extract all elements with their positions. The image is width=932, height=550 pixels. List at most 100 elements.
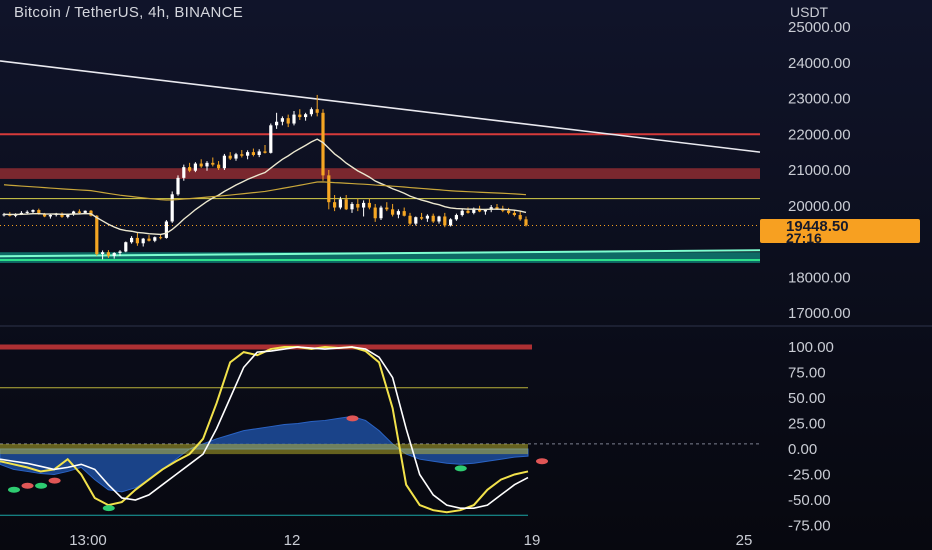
candle-body (188, 167, 192, 171)
candle-body (141, 238, 145, 244)
candle-body (147, 238, 151, 241)
candle-body (106, 252, 110, 256)
candle-body (373, 207, 377, 219)
long-ma-line (3, 181, 527, 201)
candle-body (362, 202, 366, 208)
candle-body (164, 221, 168, 238)
candle-body (507, 210, 511, 213)
candle-body (176, 177, 180, 195)
bar-countdown: 27:16 (786, 230, 822, 246)
price-tick-label: 23000.00 (788, 91, 851, 108)
candle-body (135, 237, 139, 244)
candle-body (379, 207, 383, 219)
candle-body (95, 215, 99, 255)
signal-dot (21, 482, 34, 489)
candle-body (83, 210, 87, 213)
signal-dot (454, 465, 467, 472)
resistance-zone (0, 168, 760, 179)
candle-body (437, 216, 441, 222)
candle-body (420, 217, 424, 219)
candle-body (385, 207, 389, 210)
candle-body (402, 211, 406, 216)
candle-body (304, 114, 308, 118)
candle-body (269, 125, 273, 153)
candle-body (101, 252, 105, 255)
candle-body (286, 118, 290, 124)
support-zone (0, 252, 760, 263)
candle-body (112, 252, 116, 256)
price-axis[interactable]: 25000.00 24000.00 23000.00 22000.00 21000.00… (788, 19, 851, 322)
candle-body (524, 219, 528, 226)
candle-body (356, 203, 360, 208)
candle-body (391, 209, 395, 215)
oscillator-tick-label: 25.00 (788, 416, 826, 433)
candle-body (315, 109, 319, 113)
currency-unit: USDT (790, 4, 829, 20)
candle-body (275, 121, 279, 126)
ema-line (3, 138, 527, 236)
oscillator-pane (0, 344, 760, 516)
candle-body (344, 199, 348, 210)
candle-body (472, 208, 476, 213)
candle-body (211, 162, 215, 165)
signal-dot (8, 486, 20, 493)
signal-dot (102, 505, 115, 512)
candle-body (222, 155, 226, 169)
time-tick-label: 25 (736, 532, 753, 549)
candle-body (309, 109, 313, 115)
oscillator-axis[interactable]: 100.00 75.00 50.00 25.00 0.00 -25.00 -50.00 -75… (788, 339, 834, 535)
signal-dot (48, 477, 61, 484)
stoch-d-line (0, 346, 529, 509)
time-axis[interactable]: 13:00 12 19 25 (69, 532, 752, 549)
candle-body (298, 114, 302, 118)
oscillator-tick-label: -25.00 (788, 467, 831, 484)
candle-body (280, 118, 284, 122)
candle-body (350, 203, 354, 210)
candle-body (367, 202, 371, 208)
time-tick-label: 13:00 (69, 532, 107, 549)
oscillator-tick-label: 75.00 (788, 365, 826, 382)
last-price: 19448.50 (786, 218, 849, 235)
candle-body (454, 215, 458, 220)
candle-body (338, 199, 342, 208)
candle-body (124, 242, 128, 252)
candle-body (321, 112, 325, 176)
candle-body (431, 215, 435, 222)
candle-body (60, 213, 64, 217)
candle-body (460, 210, 464, 216)
candle-body (396, 211, 400, 215)
candle-body (170, 194, 174, 222)
main-pane (0, 60, 761, 263)
oscillator-tick-label: -75.00 (788, 518, 831, 535)
signal-dot (536, 458, 548, 465)
candle-body (48, 215, 52, 217)
candle-body (43, 213, 47, 217)
candle-body (130, 237, 134, 243)
time-tick-label: 19 (524, 532, 541, 549)
candle-body (25, 211, 29, 213)
candle-body (193, 163, 197, 171)
candle-body (483, 210, 487, 212)
candle-body (518, 215, 522, 220)
price-tick-label: 22000.00 (788, 126, 851, 143)
price-tick-label: 21000.00 (788, 162, 851, 179)
last-price-badge: 19448.50 27:16 (760, 218, 920, 246)
candle-body (228, 155, 232, 159)
candle-body (240, 154, 244, 156)
candle-body (466, 210, 470, 213)
candle-body (414, 217, 418, 224)
price-tick-label: 20000.00 (788, 198, 851, 215)
oscillator-tick-label: 50.00 (788, 390, 826, 407)
oscillator-tick-label: 0.00 (788, 441, 817, 458)
candle-body (443, 216, 447, 226)
symbol-title: Bitcoin / TetherUS, 4h, BINANCE (14, 4, 244, 21)
candle-body (251, 152, 255, 155)
candle-body (234, 154, 238, 159)
oscillator-tick-label: -50.00 (788, 492, 831, 509)
momentum-area (0, 415, 529, 493)
candle-body (217, 164, 221, 169)
candle-body (19, 212, 23, 214)
signal-dot (346, 415, 359, 422)
candle-body (153, 237, 157, 241)
